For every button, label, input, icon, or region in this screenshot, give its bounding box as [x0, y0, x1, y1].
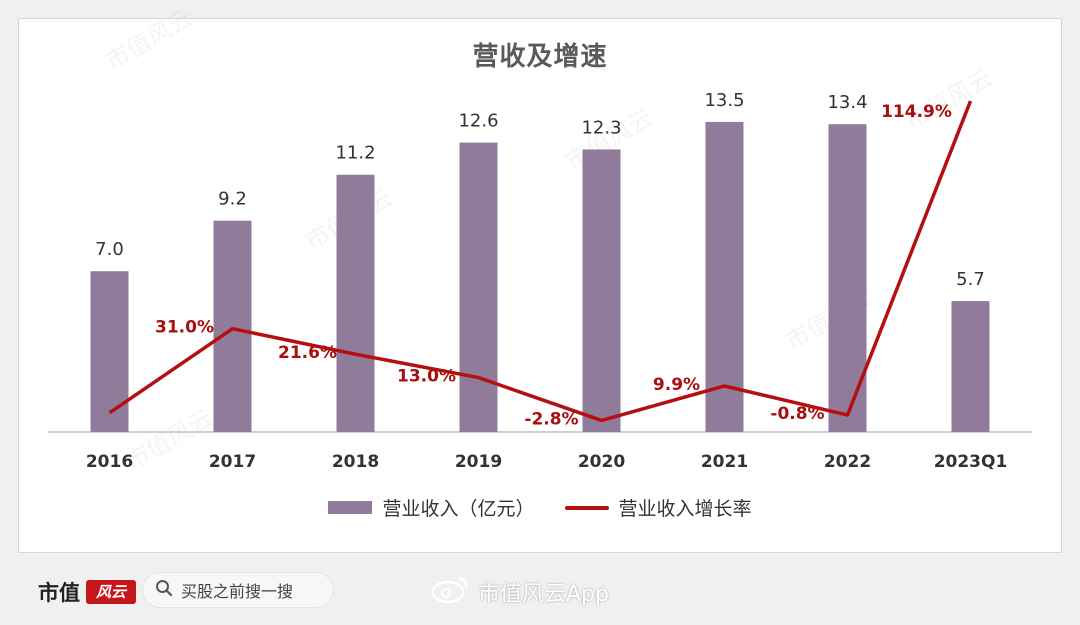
- growth-value-label: 114.9%: [881, 102, 952, 122]
- growth-line: [108, 100, 973, 423]
- chart-legend: 营业收入（亿元） 营业收入增长率: [0, 494, 1080, 521]
- x-tick-label: 2020: [578, 452, 625, 472]
- bar-value-label: 7.0: [95, 239, 124, 260]
- bar-value-label: 11.2: [335, 143, 375, 164]
- weibo-icon: [430, 574, 470, 610]
- legend-item-revenue: 营业收入（亿元）: [328, 494, 535, 521]
- bar-value-label: 12.6: [458, 111, 498, 132]
- brand-logo[interactable]: 市值 风云: [38, 577, 136, 607]
- weibo-label: 市值风云App: [478, 582, 609, 607]
- bar: [90, 271, 129, 432]
- chart-card: [18, 18, 1062, 553]
- x-tick-label: 2019: [455, 452, 502, 472]
- legend-swatch-bar: [328, 501, 373, 514]
- bar-value-label: 12.3: [581, 117, 621, 138]
- bar: [459, 142, 498, 432]
- bar: [582, 149, 621, 432]
- growth-value-label: -0.8%: [770, 404, 824, 424]
- bar-value-label: 9.2: [218, 189, 247, 210]
- legend-label-growth: 营业收入增长率: [618, 498, 752, 520]
- footer: 市值 风云 买股之前搜一搜 市值风云App: [0, 560, 1080, 625]
- growth-value-label: 13.0%: [397, 367, 456, 387]
- bar-value-label: 13.5: [704, 90, 744, 111]
- bar: [336, 174, 375, 432]
- search-icon: [155, 579, 173, 601]
- x-tick-label: 2021: [701, 452, 748, 472]
- x-tick-label: 2022: [824, 452, 871, 472]
- x-tick-label: 2018: [332, 452, 379, 472]
- logo-mark: 风云: [86, 580, 136, 604]
- weibo-watermark: 市值风云App: [430, 574, 609, 610]
- growth-value-label: 31.0%: [155, 318, 214, 338]
- x-tick-label: 2023Q1: [934, 452, 1008, 472]
- search-placeholder: 买股之前搜一搜: [181, 582, 294, 601]
- bar-value-label: 13.4: [827, 92, 867, 113]
- bar: [705, 121, 744, 432]
- legend-label-revenue: 营业收入（亿元）: [382, 498, 535, 520]
- search-box[interactable]: 买股之前搜一搜: [142, 572, 334, 608]
- growth-value-label: 9.9%: [653, 375, 700, 395]
- x-tick-label: 2017: [209, 452, 256, 472]
- chart-title: 营收及增速: [472, 42, 608, 72]
- bar-value-label: 5.7: [956, 269, 985, 290]
- growth-value-label: 21.6%: [278, 343, 337, 363]
- legend-item-growth: 营业收入增长率: [564, 494, 752, 521]
- legend-swatch-line: [564, 505, 609, 510]
- logo-text: 市值: [38, 581, 80, 605]
- bar: [213, 220, 252, 432]
- bar: [951, 301, 990, 432]
- x-tick-label: 2016: [86, 452, 133, 472]
- growth-value-label: -2.8%: [524, 409, 578, 429]
